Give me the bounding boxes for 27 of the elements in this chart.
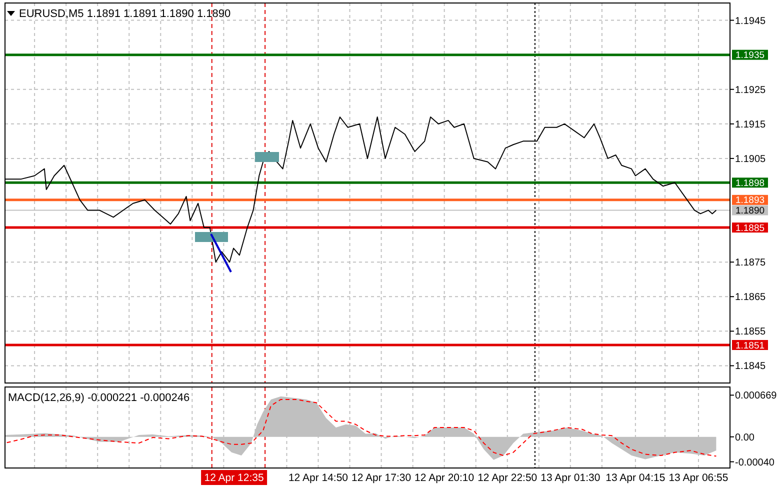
- y-tick-label: 1.1855: [735, 326, 766, 338]
- ref-line-label: 1.1885: [735, 222, 765, 234]
- y-tick-label: 1.1945: [735, 16, 766, 27]
- ref-line-label: 1.1890: [735, 206, 765, 217]
- y-tick-label: 1.1865: [735, 292, 766, 304]
- chart-title: EURUSD,M5 1.1891 1.1891 1.1890 1.1890: [19, 8, 231, 20]
- x-tick-label: 13 Apr 01:30: [540, 472, 600, 484]
- ref-line-label: 1.1935: [735, 50, 765, 62]
- y-tick-label: 0.00: [735, 432, 755, 444]
- x-tick-label: 12 Apr 20:10: [414, 472, 474, 484]
- x-tick-label: 12 Apr 17:30: [352, 472, 412, 484]
- x-tick-label: 12 Apr 22:50: [478, 472, 538, 484]
- y-tick-label: 1.1915: [735, 119, 766, 130]
- text: MACD(12,26,9) -0.000221 -0.000246: [8, 392, 190, 404]
- ref-line-label: 1.1851: [735, 340, 765, 352]
- y-tick-label: 0.000669: [735, 390, 778, 402]
- ref-line-label: 1.1893: [735, 195, 765, 206]
- x-tick-label: 12 Apr 14:50: [288, 472, 348, 484]
- y-tick-label: -0.00040: [735, 457, 775, 468]
- x-tick-label: 13 Apr 06:55: [668, 472, 728, 484]
- y-tick-label: 1.1845: [735, 361, 766, 372]
- y-tick-label: 1.1875: [735, 258, 766, 269]
- ref-line-label: 1.1898: [735, 178, 765, 189]
- x-tick-label: 13 Apr 04:15: [606, 472, 666, 484]
- ref-line-label: 12 Apr 12:35: [204, 472, 264, 484]
- y-tick-label: 1.1925: [735, 84, 766, 96]
- y-tick-label: 1.1905: [735, 154, 766, 165]
